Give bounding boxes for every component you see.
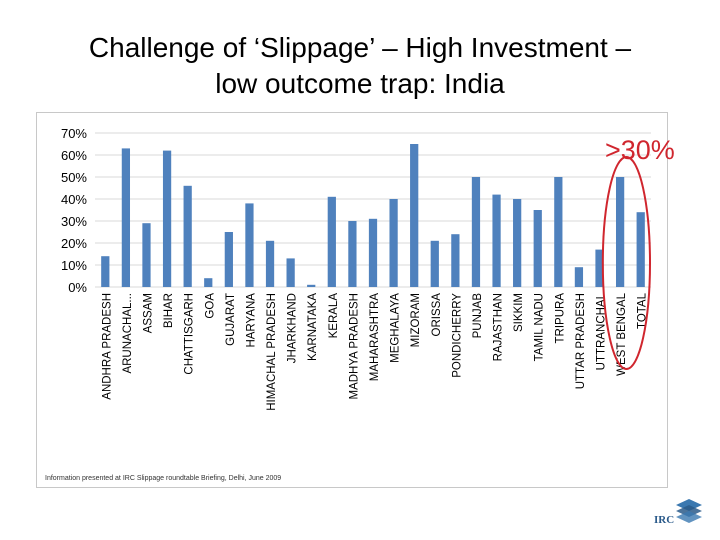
x-tick-label: MEGHALAYA: [390, 293, 402, 363]
x-tick-label: MADHYA PRADESH: [348, 293, 360, 400]
x-tick-label: PONDICHERRY: [451, 293, 463, 378]
irc-logo-icon: [676, 499, 702, 523]
x-tick-label: TAMIL NADU: [534, 293, 546, 361]
bar: [368, 218, 378, 287]
x-tick-label: KARNATAKA: [307, 293, 319, 361]
bar: [513, 199, 522, 287]
threshold-callout: >30%: [605, 135, 675, 165]
y-tick-label: 30%: [61, 214, 87, 229]
bar: [224, 232, 233, 287]
bar: [142, 223, 151, 287]
bar: [492, 194, 501, 287]
bar: [348, 221, 357, 287]
y-tick-label: 20%: [61, 236, 87, 251]
slide-title-line-1: Challenge of ‘Slippage’ – High Investmen…: [88, 32, 632, 63]
x-tick-label: MAHARASHTRA: [369, 293, 381, 382]
bar: [265, 240, 275, 287]
bar: [121, 148, 131, 287]
y-tick-label: 50%: [61, 170, 87, 185]
source-note: Information presented at IRC Slippage ro…: [45, 475, 282, 482]
bar: [389, 199, 398, 287]
y-tick-label: 60%: [61, 148, 87, 163]
bar: [162, 150, 172, 287]
bar-chart: 0% 10% 20% 30% 40% 50% 60% 70% ANDHRA PRADESH ARU…: [61, 126, 652, 411]
bar: [595, 249, 604, 287]
x-tick-label: GUJARAT: [225, 293, 237, 346]
x-tick-label: ARUNACHAL...: [122, 293, 134, 374]
x-tick-label: ORISSA: [431, 293, 443, 337]
bar: [307, 284, 316, 287]
bar: [245, 203, 254, 287]
x-tick-label: WEST BENGAL: [616, 292, 628, 375]
x-tick-label: TRIPURA: [554, 293, 566, 344]
y-tick-label: 0%: [68, 280, 87, 295]
highlight-ellipse: [601, 156, 652, 370]
x-tick-label: HARYANA: [245, 293, 257, 348]
x-tick-label: RAJASTHAN: [493, 293, 505, 361]
x-tick-label: UTTAR PRADESH: [575, 293, 587, 389]
irc-logo-text: IRC: [654, 514, 675, 526]
bar: [636, 212, 645, 287]
bar: [410, 144, 419, 287]
bar: [101, 256, 110, 287]
x-tick-label: ASSAM: [142, 293, 154, 333]
bar: [183, 185, 192, 287]
x-tick-label: CHATTISGARH: [184, 293, 196, 375]
x-tick-label: ANDHRA PRADESH: [101, 293, 113, 400]
slide-title-line-2: low outcome trap: India: [215, 68, 505, 99]
x-tick-label: JHARKHAND: [287, 293, 299, 363]
bar: [430, 240, 439, 287]
bar: [533, 210, 542, 287]
y-tick-label: 10%: [61, 258, 87, 273]
bar: [554, 177, 563, 287]
bar: [574, 267, 584, 287]
chart-frame: 0% 10% 20% 30% 40% 50% 60% 70% ANDHRA PRADESH ARU…: [36, 112, 668, 488]
x-tick-label: SIKKIM: [513, 293, 525, 332]
x-tick-label: KERALA: [328, 293, 340, 339]
x-tick-label: GOA: [204, 293, 216, 319]
x-tick-label: BIHAR: [163, 293, 175, 328]
slide-title: Challenge of ‘Slippage’ – High Investmen…: [0, 30, 720, 102]
bar: [327, 196, 336, 287]
bar: [615, 177, 625, 287]
x-tick-label: HIMACHAL PRADESH: [266, 293, 278, 411]
bar: [286, 258, 295, 287]
bar: [471, 177, 481, 287]
bar: [451, 234, 460, 287]
y-tick-label: 70%: [61, 126, 87, 141]
x-tick-label: MIZORAM: [410, 293, 422, 347]
x-tick-label: PUNJAB: [472, 293, 484, 339]
x-tick-label: UTTRANCHAL: [596, 292, 608, 370]
bar: [204, 278, 213, 287]
y-tick-label: 40%: [61, 192, 87, 207]
